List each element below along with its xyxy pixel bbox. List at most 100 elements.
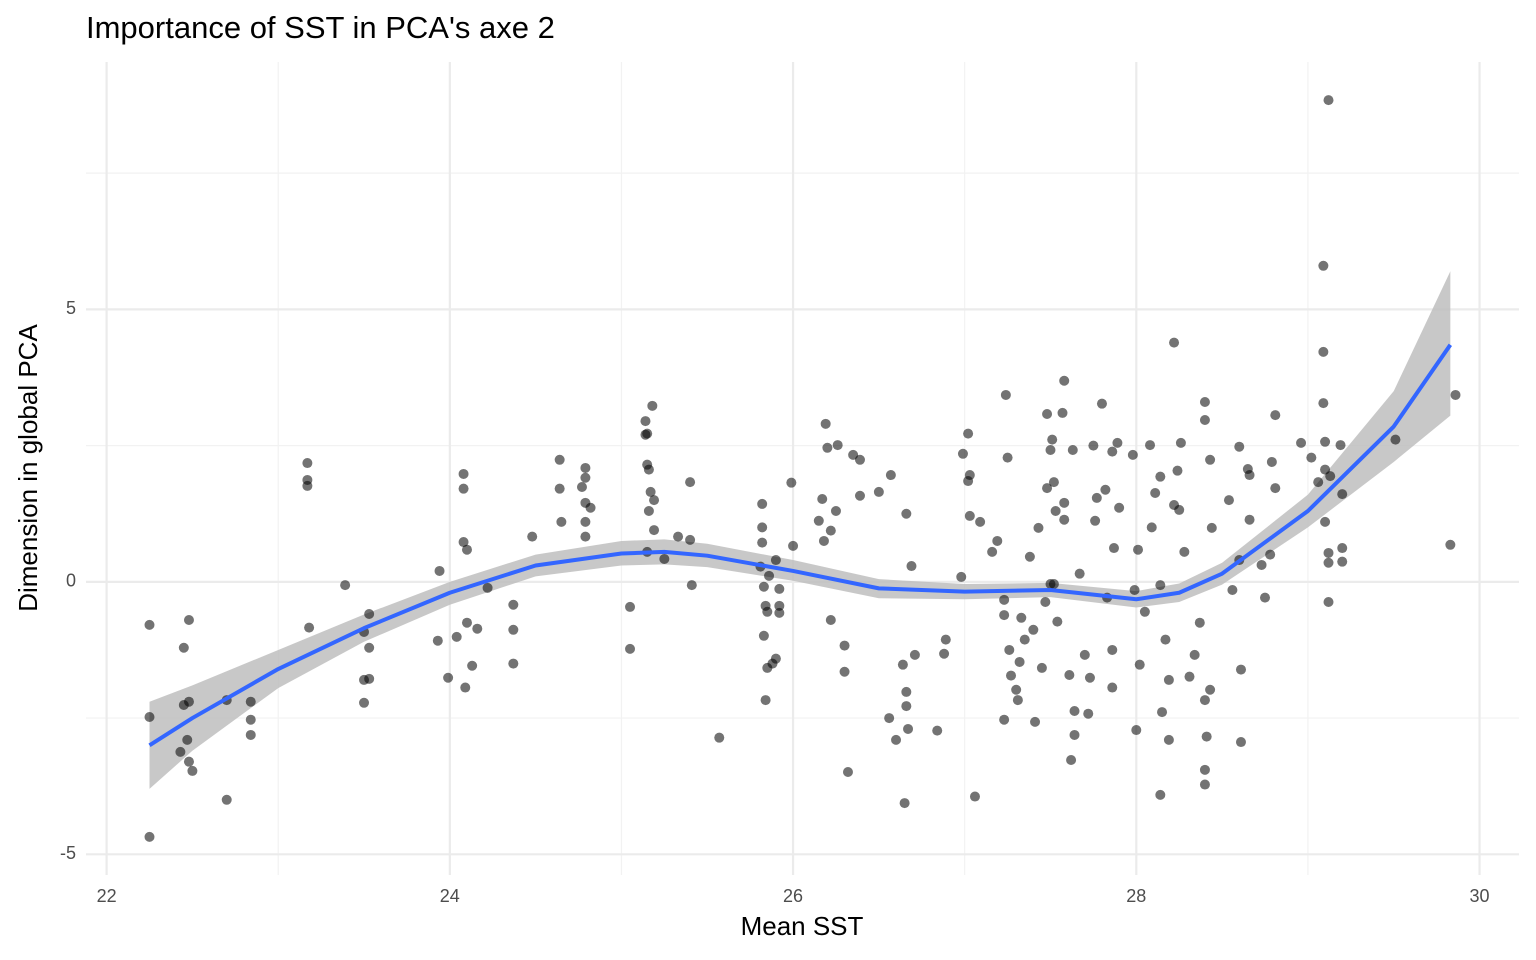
point — [1108, 543, 1119, 554]
point — [774, 600, 785, 611]
point — [1131, 725, 1142, 736]
point — [175, 746, 186, 757]
point — [576, 482, 587, 493]
point — [1079, 649, 1090, 660]
point — [901, 701, 912, 712]
point — [482, 582, 493, 593]
point — [822, 442, 833, 453]
chart-title: Importance of SST in PCA's axe 2 — [86, 10, 555, 45]
point — [1199, 695, 1210, 706]
point — [906, 561, 917, 572]
point — [1323, 95, 1334, 106]
point — [1157, 707, 1168, 718]
point — [1320, 436, 1331, 447]
point — [556, 516, 567, 527]
point — [1084, 672, 1095, 683]
point — [647, 400, 658, 411]
point — [182, 734, 193, 745]
point — [1048, 477, 1059, 488]
point — [774, 583, 785, 594]
point — [992, 535, 1003, 546]
point — [1155, 471, 1166, 482]
point — [1042, 483, 1053, 494]
point — [1323, 557, 1334, 568]
point — [625, 601, 636, 612]
point — [1244, 514, 1255, 525]
point — [1150, 488, 1161, 499]
point — [508, 658, 519, 669]
point — [1139, 606, 1150, 617]
point — [686, 580, 697, 591]
point — [1199, 415, 1210, 426]
point — [178, 642, 189, 653]
point — [957, 448, 968, 459]
point — [1390, 434, 1401, 445]
point — [649, 525, 660, 536]
point — [183, 614, 194, 625]
band-layer — [149, 271, 1451, 789]
point — [909, 649, 920, 660]
point — [1172, 465, 1183, 476]
point — [527, 531, 538, 542]
point — [1107, 682, 1118, 693]
grid — [86, 62, 1519, 875]
point — [1337, 556, 1348, 567]
point — [1002, 452, 1013, 463]
y-axis-label: Dimension in global PCA — [13, 324, 43, 612]
point — [987, 546, 998, 557]
point — [758, 581, 769, 592]
point — [1337, 543, 1348, 554]
x-tick-label: 30 — [1470, 886, 1490, 906]
point — [364, 642, 375, 653]
point — [580, 472, 591, 483]
point — [901, 508, 912, 519]
point — [999, 610, 1010, 621]
point — [1163, 674, 1174, 685]
point — [964, 510, 975, 521]
point — [1127, 449, 1138, 460]
point — [1048, 579, 1059, 590]
point — [580, 531, 591, 542]
point — [1059, 514, 1070, 525]
point — [1014, 656, 1025, 667]
point — [183, 696, 194, 707]
point — [1134, 659, 1145, 670]
point — [762, 606, 773, 617]
point — [1445, 539, 1456, 550]
point — [458, 468, 469, 479]
point — [1323, 547, 1334, 558]
point — [817, 494, 828, 505]
point — [956, 571, 967, 582]
point — [685, 477, 696, 488]
point — [443, 672, 454, 683]
point — [1011, 684, 1022, 695]
point — [788, 540, 799, 551]
point — [1107, 644, 1118, 655]
point — [1033, 522, 1044, 533]
point — [1205, 454, 1216, 465]
point — [458, 483, 469, 494]
point — [1270, 483, 1281, 494]
point — [1306, 452, 1317, 463]
point — [999, 714, 1010, 725]
point — [820, 418, 831, 429]
point — [1107, 446, 1118, 457]
smooth-line — [148, 343, 1452, 748]
point — [969, 791, 980, 802]
confidence-band — [149, 271, 1451, 789]
point — [1155, 580, 1166, 591]
point — [1067, 444, 1078, 455]
point — [1318, 260, 1329, 271]
point — [825, 525, 836, 536]
point — [770, 555, 781, 566]
point — [758, 630, 769, 641]
point — [940, 634, 951, 645]
point — [1096, 398, 1107, 409]
point — [999, 594, 1010, 605]
point — [963, 428, 974, 439]
point — [1320, 516, 1331, 527]
point — [554, 454, 565, 465]
point — [508, 599, 519, 610]
point — [1069, 729, 1080, 740]
point — [1256, 559, 1267, 570]
